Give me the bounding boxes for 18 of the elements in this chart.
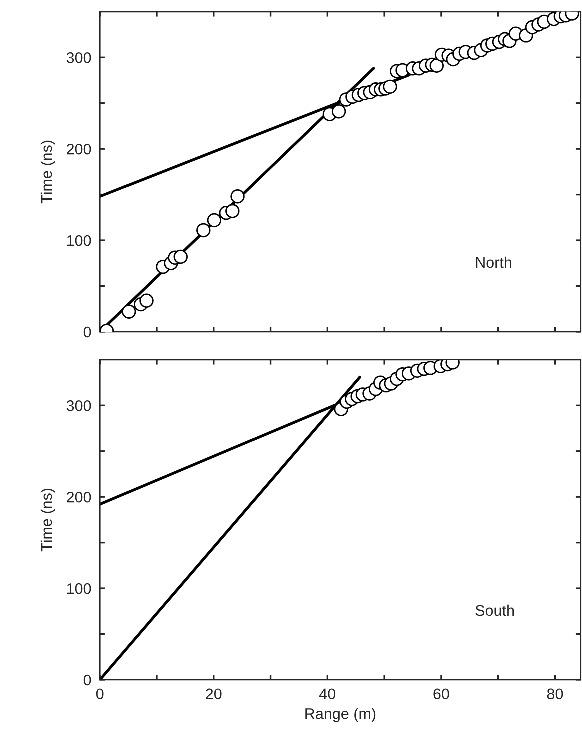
y-tick-label: 200 <box>67 492 92 503</box>
y-axis-title: Time (ns) <box>40 488 56 552</box>
x-tick-label: 0 <box>96 688 104 700</box>
y-tick-label: 100 <box>67 235 92 246</box>
x-tick-label: 80 <box>547 688 564 700</box>
annotation: North <box>476 256 512 268</box>
y-tick-label: 200 <box>67 144 92 155</box>
x-axis-title: Range (m) <box>306 708 376 722</box>
y-tick-label: 0 <box>84 326 92 338</box>
y-tick-label: 0 <box>84 674 92 686</box>
x-tick-label: 20 <box>206 688 222 700</box>
y-axis-title: Time (ns) <box>40 140 56 204</box>
y-tick-label: 300 <box>66 400 92 412</box>
y-tick-label: 300 <box>66 52 92 64</box>
x-tick-label: 60 <box>434 688 450 700</box>
annotation: South <box>476 604 514 616</box>
x-tick-label: 40 <box>320 688 336 700</box>
y-tick-label: 100 <box>67 583 92 594</box>
